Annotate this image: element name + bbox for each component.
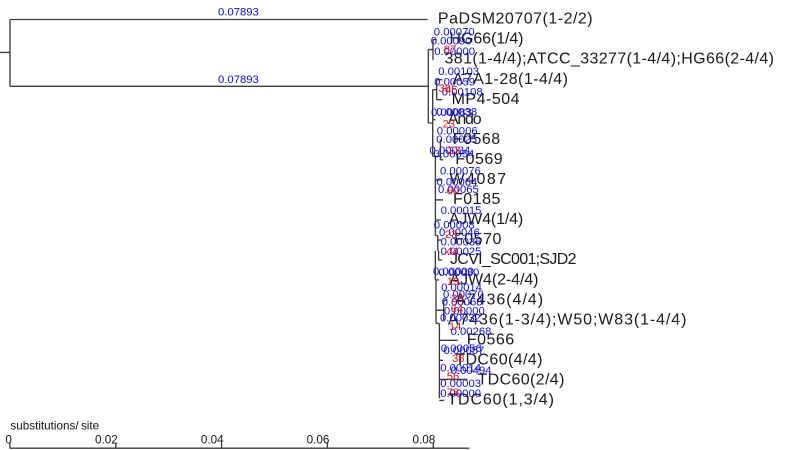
svg-text:0.00025: 0.00025 (436, 134, 477, 146)
svg-text:0.00032: 0.00032 (440, 313, 481, 325)
svg-text:0.00014: 0.00014 (440, 363, 481, 375)
svg-text:0.00065: 0.00065 (438, 184, 479, 196)
svg-text:0: 0 (5, 434, 12, 447)
svg-text:TDC60(2/4): TDC60(2/4) (478, 372, 565, 389)
svg-text:0.00003: 0.00003 (440, 378, 481, 390)
svg-text:MP4-504: MP4-504 (452, 91, 520, 108)
svg-text:0.00083: 0.00083 (431, 107, 472, 119)
svg-text:0.00056: 0.00056 (441, 343, 482, 355)
svg-text:0.00059: 0.00059 (434, 77, 475, 89)
svg-text:56: 56 (447, 371, 460, 383)
svg-text:PaDSM20707(1-2/2): PaDSM20707(1-2/2) (438, 11, 593, 28)
svg-text:64: 64 (451, 304, 464, 316)
svg-text:TDC60(1,3/4): TDC60(1,3/4) (447, 392, 554, 409)
svg-text:23: 23 (443, 119, 456, 131)
svg-text:23: 23 (448, 145, 461, 157)
svg-text:0.00000: 0.00000 (444, 305, 485, 317)
svg-text:0.04: 0.04 (201, 434, 224, 447)
svg-text:0.00070: 0.00070 (434, 26, 475, 38)
svg-text:HG66(1/4): HG66(1/4) (450, 31, 525, 48)
svg-text:0.00000: 0.00000 (440, 388, 481, 400)
svg-text:0.00064: 0.00064 (437, 177, 478, 189)
svg-text:19: 19 (447, 276, 460, 288)
svg-text:0.00000: 0.00000 (434, 46, 475, 58)
svg-text:A7436(1-3/4);W50;W83(1-4/4): A7436(1-3/4);W50;W83(1-4/4) (448, 311, 687, 328)
svg-text:87: 87 (444, 44, 457, 56)
svg-text:0.07893: 0.07893 (218, 7, 259, 19)
svg-text:0.06: 0.06 (307, 434, 330, 447)
svg-text:0.00494: 0.00494 (451, 365, 492, 377)
svg-text:0.00000: 0.00000 (433, 266, 474, 278)
svg-text:381(1-4/4);ATCC_33277(1-4/4);H: 381(1-4/4);ATCC_33277(1-4/4);HG66(2-4/4) (445, 51, 775, 68)
svg-text:TDC60(4/4): TDC60(4/4) (455, 352, 543, 369)
svg-text:A7436(4/4): A7436(4/4) (455, 291, 544, 308)
svg-text:0.00054: 0.00054 (434, 149, 475, 161)
svg-text:Ando: Ando (448, 111, 482, 128)
svg-text:F0569: F0569 (455, 151, 503, 168)
svg-text:0.08: 0.08 (413, 434, 436, 447)
svg-text:0.00268: 0.00268 (451, 326, 492, 338)
svg-text:AJW4(2-4/4): AJW4(2-4/4) (450, 271, 540, 288)
svg-text:36: 36 (439, 83, 452, 95)
svg-text:0.00008: 0.00008 (434, 220, 475, 232)
svg-text:0.00030: 0.00030 (439, 267, 480, 279)
svg-text:0.00014: 0.00014 (441, 282, 482, 294)
svg-text:0.00006: 0.00006 (437, 125, 478, 137)
svg-text:0.00046: 0.00046 (439, 227, 480, 239)
svg-text:44: 44 (446, 246, 459, 258)
svg-text:0.00015: 0.00015 (441, 205, 482, 217)
svg-text:JCVI_SC001;SJD2: JCVI_SC001;SJD2 (450, 251, 577, 268)
svg-text:0.00038: 0.00038 (436, 106, 477, 118)
svg-text:0.00108: 0.00108 (442, 87, 483, 99)
svg-text:A7A1-28(1-4/4): A7A1-28(1-4/4) (453, 71, 569, 88)
svg-text:23: 23 (445, 229, 458, 241)
svg-text:0.00090: 0.00090 (431, 36, 472, 48)
svg-text:0.00076: 0.00076 (440, 166, 481, 178)
svg-text:0.02: 0.02 (95, 434, 118, 447)
svg-text:0.00057: 0.00057 (444, 345, 485, 357)
svg-text:0.00025: 0.00025 (441, 246, 482, 258)
svg-text:0.00103: 0.00103 (438, 66, 479, 78)
svg-text:45: 45 (445, 85, 458, 97)
svg-text:F0570: F0570 (454, 231, 502, 248)
svg-text:F0566: F0566 (467, 331, 515, 348)
svg-text:0.00068: 0.00068 (442, 297, 483, 309)
svg-text:60: 60 (447, 186, 460, 198)
svg-text:F0568: F0568 (453, 131, 501, 148)
svg-text:0.00034: 0.00034 (430, 145, 471, 157)
svg-text:0.00070: 0.00070 (443, 289, 484, 301)
svg-text:14: 14 (449, 321, 462, 333)
svg-text:AJW4(1/4): AJW4(1/4) (449, 211, 524, 228)
svg-text:78: 78 (447, 387, 460, 399)
svg-text:F0185: F0185 (453, 191, 501, 208)
svg-text:W4087: W4087 (450, 171, 507, 188)
svg-text:38: 38 (452, 353, 465, 365)
svg-text:0.07893: 0.07893 (218, 74, 259, 86)
svg-text:23: 23 (451, 293, 464, 305)
svg-text:substitutions/ site: substitutions/ site (10, 420, 99, 433)
svg-text:0.00036: 0.00036 (441, 237, 482, 249)
